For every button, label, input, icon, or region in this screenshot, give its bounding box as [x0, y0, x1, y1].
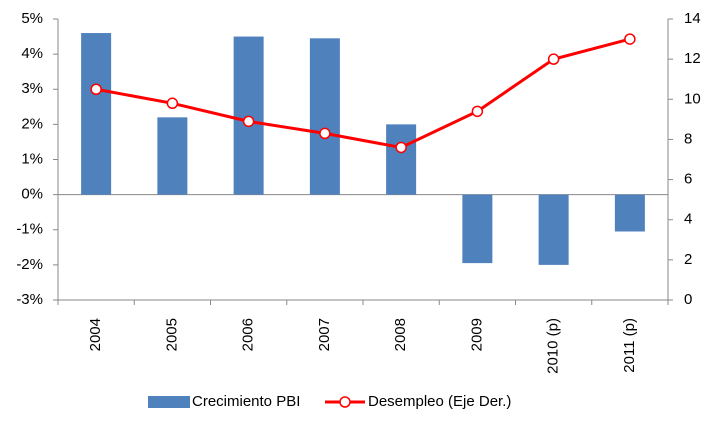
bar [538, 194, 569, 265]
marker [395, 141, 407, 154]
bar [81, 33, 112, 195]
y-tick-label: 0% [21, 186, 43, 203]
y2-tick-label: 0 [684, 291, 692, 308]
x-tick-label: 2009 [468, 318, 485, 351]
bar [233, 36, 264, 195]
marker [471, 105, 484, 118]
bar [614, 194, 645, 232]
y2-tick-label: 12 [684, 50, 701, 67]
bar [462, 194, 493, 264]
legend-label: Crecimiento PBI [192, 393, 300, 410]
y2-tick-label: 10 [684, 90, 701, 107]
y-tick-label: 1% [21, 150, 43, 167]
marker [90, 83, 102, 95]
marker [624, 33, 636, 45]
y2-tick-label: 4 [684, 211, 692, 228]
y-tick-label: 5% [21, 10, 43, 27]
marker [319, 127, 331, 140]
bar [157, 117, 188, 195]
y-tick-label: 3% [21, 80, 43, 97]
y-tick-label: 4% [21, 45, 43, 62]
legend-marker [339, 396, 351, 408]
y-tick-label: -3% [16, 291, 43, 308]
x-tick-label: 2006 [240, 318, 257, 351]
x-tick-label: 2008 [392, 318, 409, 351]
marker [166, 97, 179, 110]
y2-tick-label: 14 [684, 10, 701, 27]
x-tick-label: 2011 (p) [621, 318, 638, 373]
bar [309, 38, 340, 195]
y-tick-label: -2% [16, 256, 43, 273]
y2-tick-label: 2 [684, 251, 692, 268]
bar [386, 124, 417, 195]
x-tick-label: 2007 [316, 318, 333, 351]
y-tick-label: 2% [21, 115, 43, 132]
marker [547, 53, 560, 65]
marker [242, 115, 255, 128]
x-tick-label: 2004 [87, 318, 104, 351]
legend-swatch [148, 396, 190, 408]
line [95, 37, 631, 150]
y-tick-label: -1% [16, 221, 43, 238]
x-tick-label: 2010 (p) [545, 318, 562, 374]
legend-label: Desempleo (Eje Der.) [368, 393, 511, 410]
y2-tick-label: 6 [684, 171, 692, 188]
y2-tick-label: 8 [684, 130, 692, 147]
x-tick-label: 2005 [163, 318, 180, 351]
